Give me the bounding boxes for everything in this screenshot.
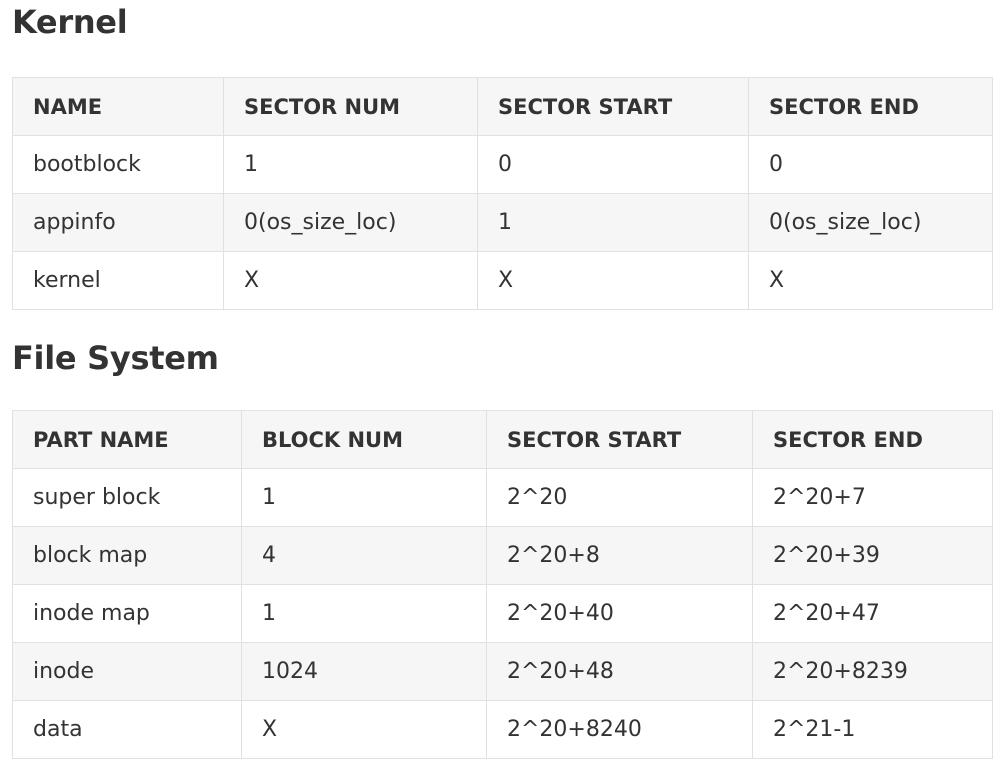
table-cell: 2^20+40	[486, 584, 753, 643]
document-page: Kernel NAME SECTOR NUM SECTOR START SECT…	[12, 0, 993, 759]
table-cell: 1	[477, 193, 749, 252]
table-cell: 0(os_size_loc)	[223, 193, 478, 252]
file-system-heading: File System	[12, 339, 219, 377]
table-row: kernel X X X	[12, 251, 993, 310]
kernel-heading: Kernel	[12, 3, 128, 41]
table-cell: kernel	[12, 251, 224, 310]
table-cell: 2^20+7	[752, 468, 993, 527]
table-row: inode map 1 2^20+40 2^20+47	[12, 584, 993, 643]
table-cell: X	[477, 251, 749, 310]
table-cell: 2^20+47	[752, 584, 993, 643]
table-cell: bootblock	[12, 135, 224, 194]
table-cell: 0(os_size_loc)	[748, 193, 993, 252]
file-system-table: PART NAME BLOCK NUM SECTOR START SECTOR …	[12, 410, 993, 759]
table-cell: 1	[223, 135, 478, 194]
table-cell: super block	[12, 468, 242, 527]
column-header: NAME	[12, 77, 224, 136]
kernel-table: NAME SECTOR NUM SECTOR START SECTOR END …	[12, 77, 993, 310]
table-row: super block 1 2^20 2^20+7	[12, 468, 993, 527]
table-cell: 2^20+39	[752, 526, 993, 585]
table-row: block map 4 2^20+8 2^20+39	[12, 526, 993, 585]
column-header: SECTOR START	[477, 77, 749, 136]
table-cell: inode	[12, 642, 242, 701]
table-row: data X 2^20+8240 2^21-1	[12, 700, 993, 759]
table-header-row: PART NAME BLOCK NUM SECTOR START SECTOR …	[12, 410, 993, 469]
table-cell: 2^21-1	[752, 700, 993, 759]
table-cell: X	[223, 251, 478, 310]
column-header: BLOCK NUM	[241, 410, 487, 469]
column-header: PART NAME	[12, 410, 242, 469]
table-cell: 0	[748, 135, 993, 194]
table-row: inode 1024 2^20+48 2^20+8239	[12, 642, 993, 701]
table-cell: 2^20+8239	[752, 642, 993, 701]
table-cell: appinfo	[12, 193, 224, 252]
table-cell: 2^20+48	[486, 642, 753, 701]
table-cell: 2^20+8240	[486, 700, 753, 759]
table-cell: 1024	[241, 642, 487, 701]
column-header: SECTOR NUM	[223, 77, 478, 136]
table-cell: block map	[12, 526, 242, 585]
table-cell: 1	[241, 468, 487, 527]
table-cell: X	[241, 700, 487, 759]
table-cell: inode map	[12, 584, 242, 643]
table-row: bootblock 1 0 0	[12, 135, 993, 194]
table-cell: 4	[241, 526, 487, 585]
table-cell: 2^20	[486, 468, 753, 527]
table-cell: X	[748, 251, 993, 310]
column-header: SECTOR END	[748, 77, 993, 136]
table-header-row: NAME SECTOR NUM SECTOR START SECTOR END	[12, 77, 993, 136]
column-header: SECTOR START	[486, 410, 753, 469]
table-cell: 0	[477, 135, 749, 194]
table-cell: data	[12, 700, 242, 759]
table-cell: 1	[241, 584, 487, 643]
column-header: SECTOR END	[752, 410, 993, 469]
table-cell: 2^20+8	[486, 526, 753, 585]
table-row: appinfo 0(os_size_loc) 1 0(os_size_loc)	[12, 193, 993, 252]
